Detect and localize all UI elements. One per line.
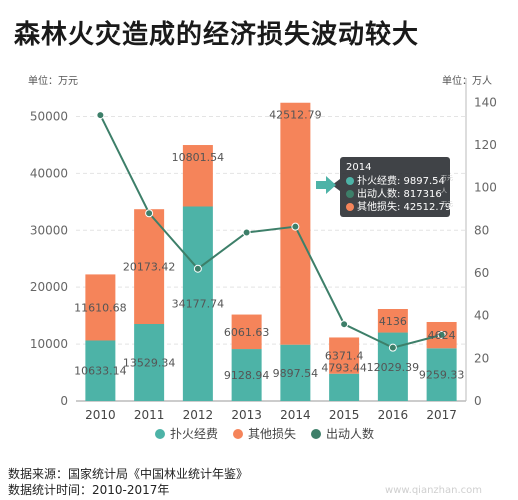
bar-fire-cost: [182, 206, 213, 401]
bar-other-loss: [377, 309, 408, 333]
tooltip-row-text: 出动人数: 817316: [357, 187, 442, 200]
bar-fire-cost: [426, 348, 457, 401]
y-left-tick-label: 10000: [30, 337, 68, 351]
y-right-tick-label: 120: [474, 138, 497, 152]
point-people: [388, 343, 397, 352]
legend-marker: [311, 429, 321, 439]
combo-chart: 0 10000 20000 30000 40000 50000 0 20 40 60 80 100 12…: [30, 78, 497, 441]
y-left-tick-label: 0: [60, 394, 68, 408]
y-left-tick-label: 20000: [30, 280, 68, 294]
bar-fire-cost: [329, 373, 360, 401]
tooltip-row-marker: [346, 203, 354, 211]
x-tick-label: 2016: [378, 408, 409, 422]
line-people: [99, 114, 442, 349]
y-right-tick-label: 80: [474, 223, 489, 237]
data-label-fire-cost: 9259.33: [419, 369, 465, 382]
tooltip-row-text: 扑火经费: 9897.54: [357, 174, 445, 187]
data-period-note: 数据统计时间：2010-2017年: [8, 483, 170, 497]
y-right-tick-label: 20: [474, 351, 489, 365]
legend-marker: [155, 429, 165, 439]
bar-fire-cost: [231, 349, 262, 401]
y-left-tick-label: 50000: [30, 109, 68, 123]
data-label-fire-cost: 9128.94: [224, 369, 270, 382]
legend-marker: [233, 429, 243, 439]
point-people: [291, 222, 300, 231]
bar-fire-cost: [280, 344, 311, 401]
tooltip-row-text: 其他损失: 42512.79: [357, 200, 451, 213]
data-source-note: 数据来源：国家统计局《中国林业统计年鉴》: [8, 467, 249, 481]
data-label-other-loss: 10801.54: [172, 151, 225, 164]
bar-fire-cost: [85, 340, 116, 401]
tooltip-row-marker: [346, 177, 354, 185]
data-label-fire-cost: 13529.34: [123, 357, 176, 370]
x-tick-label: 2017: [426, 408, 457, 422]
legend-label: 扑火经费: [170, 427, 218, 441]
point-people: [96, 111, 105, 120]
data-label-other-loss: 42512.79: [269, 109, 322, 122]
tooltip-box: [340, 157, 450, 217]
watermark: www.qianzhan.com: [385, 485, 482, 496]
left-axis-unit: 单位：万元: [28, 76, 78, 87]
legend-label: 出动人数: [326, 426, 374, 441]
data-label-fire-cost: 34177.74: [172, 298, 225, 311]
y-right-tick-label: 40: [474, 309, 489, 323]
bar-other-loss: [182, 145, 213, 207]
y-right-tick-label: 100: [474, 181, 497, 195]
tooltip-arrow-icon: [316, 176, 336, 194]
bar-other-loss: [329, 337, 360, 374]
x-tick-label: 2010: [85, 408, 116, 422]
bar-other-loss: [85, 274, 116, 341]
point-people: [437, 330, 446, 339]
y-right-tick-label: 0: [474, 394, 482, 408]
tooltip-row-unit: 万元: [441, 175, 453, 182]
data-label-other-loss: 20173.42: [123, 261, 176, 274]
x-tick-label: 2012: [183, 408, 214, 422]
data-label-fire-cost: 4793.44: [321, 362, 367, 375]
data-label-fire-cost: 10633.14: [74, 365, 127, 378]
tooltip-row-unit: 人: [441, 188, 447, 195]
legend-label: 其他损失: [248, 426, 296, 441]
data-label-other-loss: 4136: [379, 315, 407, 328]
bar-other-loss: [231, 314, 262, 350]
tooltip-title: 2014: [346, 162, 371, 173]
x-tick-label: 2011: [134, 408, 165, 422]
data-label-other-loss: 6371.4: [325, 350, 364, 363]
point-people: [242, 228, 251, 237]
data-label-fire-cost: 9897.54: [273, 367, 319, 380]
chart-title: 森林火灾造成的经济损失波动较大: [14, 20, 420, 50]
data-label-other-loss: 11610.68: [74, 301, 127, 314]
bar-other-loss: [134, 209, 165, 325]
point-people: [340, 320, 349, 329]
point-people: [193, 264, 202, 273]
y-right-tick-label: 140: [474, 95, 497, 109]
data-label-other-loss: 6061.63: [224, 326, 270, 339]
data-label-fire-cost: 12029.39: [367, 361, 420, 374]
tooltip-row-unit: 万元: [441, 201, 453, 208]
x-tick-label: 2013: [231, 408, 262, 422]
x-tick-label: 2014: [280, 408, 311, 422]
bar-fire-cost: [134, 324, 165, 401]
y-left-tick-label: 40000: [30, 166, 68, 180]
point-people: [145, 209, 154, 218]
y-right-tick-label: 60: [474, 266, 489, 280]
y-left-tick-label: 30000: [30, 223, 68, 237]
tooltip-row-marker: [346, 190, 354, 198]
x-tick-label: 2015: [329, 408, 360, 422]
data-label-other-loss: 4624: [428, 329, 456, 342]
right-axis-unit: 单位：万人: [442, 76, 492, 87]
